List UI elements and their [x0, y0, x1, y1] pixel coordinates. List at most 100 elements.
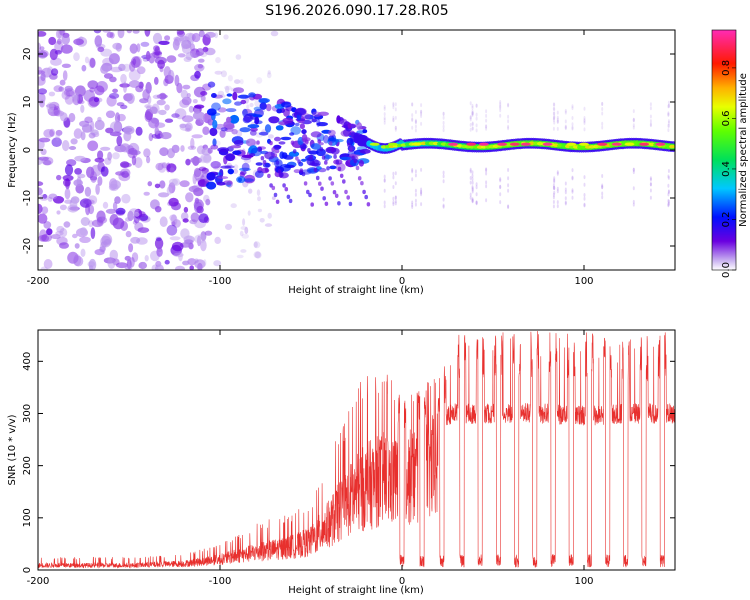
heatmap-cell — [499, 185, 502, 190]
heatmap-cell — [392, 196, 395, 201]
heatmap-cell — [264, 124, 272, 133]
colorbar-frame — [711, 29, 737, 271]
heatmap-cell — [73, 179, 83, 187]
heatmap-cell — [411, 102, 414, 107]
heatmap-cell — [466, 142, 477, 146]
heatmap-cell — [497, 142, 508, 146]
heatmap-cell — [564, 187, 567, 192]
heatmap-cell — [200, 153, 212, 163]
heatmap-cell — [232, 87, 245, 94]
heatmap-cell — [334, 193, 339, 198]
heatmap-cell — [290, 140, 295, 145]
heatmap-cell — [420, 103, 423, 108]
heatmap-cell — [394, 102, 397, 107]
heatmap-cell — [471, 111, 474, 116]
heatmap-cell — [257, 208, 262, 213]
heatmap-cell — [152, 94, 161, 100]
heatmap-cell — [667, 183, 670, 188]
heatmap-cell — [253, 241, 261, 249]
heatmap-cell — [223, 34, 229, 40]
heatmap-cell — [499, 200, 502, 205]
heatmap-cell — [203, 154, 212, 164]
heatmap-cell — [134, 157, 143, 169]
heatmap-cell — [297, 159, 301, 164]
heatmap-cell — [170, 214, 178, 227]
heatmap-cell — [93, 97, 100, 103]
heatmap-cell — [475, 103, 478, 108]
heatmap-cell — [351, 155, 355, 160]
heatmap-cell — [267, 134, 274, 139]
heatmap-cell — [130, 257, 135, 268]
snr-ytick-label: 200 — [22, 456, 33, 475]
heatmap-cell — [556, 126, 559, 131]
heatmap-cell — [553, 186, 556, 191]
heatmap-cell — [229, 114, 240, 124]
heatmap-cell — [499, 104, 502, 109]
heatmap-cell — [249, 102, 254, 108]
heatmap-cell — [320, 186, 324, 191]
heatmap-cell — [254, 170, 264, 178]
heatmap-cell — [420, 192, 423, 197]
snr-xtick-label: -200 — [27, 576, 50, 587]
heatmap-cell — [158, 109, 167, 116]
heatmap-cell — [420, 202, 423, 207]
heatmap-cell — [180, 89, 188, 99]
heatmap-cell — [174, 74, 180, 87]
heatmap-cell — [67, 204, 79, 213]
heatmap-cell — [38, 92, 46, 104]
heatmap-cell — [485, 124, 488, 129]
heatmap-cell — [48, 91, 56, 97]
heatmap-cell — [179, 123, 192, 131]
heatmap-cell — [499, 102, 502, 107]
heatmap-cell — [420, 190, 423, 195]
heatmap-cell — [475, 128, 478, 133]
heatmap-cell — [337, 166, 342, 172]
heatmap-cell — [89, 176, 98, 181]
heatmap-cell — [667, 123, 670, 128]
heatmap-cell — [41, 206, 49, 214]
heatmap-cell — [332, 190, 337, 195]
heatmap-cell — [97, 46, 105, 53]
spectrogram-xtick-label: 100 — [574, 276, 593, 287]
heatmap-cell — [273, 153, 278, 158]
heatmap-cell — [226, 93, 233, 97]
heatmap-cell — [143, 148, 151, 158]
heatmap-cell — [255, 162, 263, 166]
heatmap-cell — [364, 194, 369, 200]
heatmap-cell — [411, 118, 414, 123]
heatmap-cell — [143, 191, 150, 196]
heatmap-cell — [420, 187, 423, 192]
heatmap-cell — [62, 70, 68, 81]
heatmap-cell — [171, 144, 180, 154]
spectrogram-xtick-label: -200 — [27, 276, 50, 287]
heatmap-cell — [262, 160, 267, 165]
heatmap-cell — [552, 106, 555, 111]
heatmap-cell — [73, 255, 84, 267]
heatmap-cell — [564, 200, 567, 205]
heatmap-cell — [112, 152, 120, 160]
heatmap-cell — [123, 81, 127, 93]
heatmap-cell — [73, 38, 84, 46]
heatmap-cell — [120, 161, 130, 169]
heatmap-cell — [289, 132, 295, 136]
heatmap-cell — [299, 123, 305, 130]
heatmap-cell — [196, 205, 204, 214]
heatmap-cell — [507, 183, 510, 188]
snr-ytick-label: 400 — [22, 352, 33, 371]
heatmap-cell — [499, 113, 502, 118]
heatmap-cell — [267, 70, 271, 75]
heatmap-cell — [552, 116, 555, 121]
heatmap-cell — [73, 95, 79, 103]
heatmap-cell — [180, 145, 185, 152]
snr-ylabel: SNR (10 * v/v) — [7, 414, 18, 485]
heatmap-cell — [273, 144, 282, 150]
heatmap-cell — [475, 185, 478, 190]
heatmap-cell — [564, 181, 567, 186]
chart-title: S196.2026.090.17.28.R05 — [265, 3, 448, 19]
heatmap-cell — [197, 64, 204, 69]
heatmap-cell — [583, 182, 586, 187]
heatmap-cell — [43, 129, 55, 138]
heatmap-cell — [471, 122, 474, 127]
heatmap-cell — [394, 125, 397, 130]
